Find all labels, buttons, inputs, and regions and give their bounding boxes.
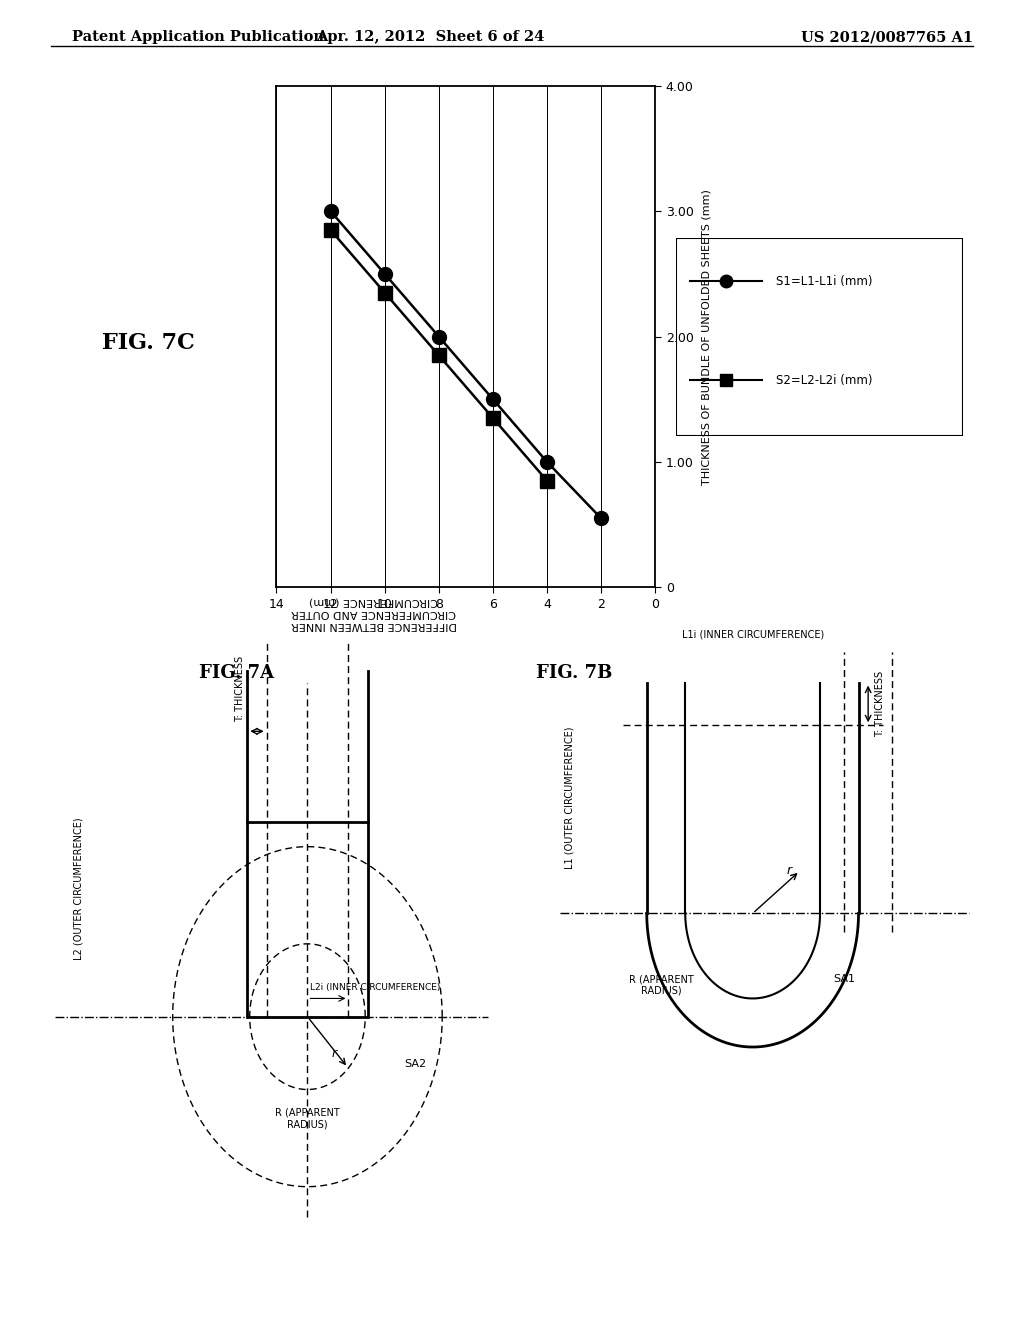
Text: DIFFERENCE BETWEEN INNER
CIRCUMFERENCE AND OUTER
CIRCUMFERENCE (mm): DIFFERENCE BETWEEN INNER CIRCUMFERENCE A… xyxy=(291,597,457,630)
Text: L2 (OUTER CIRCUMFERENCE): L2 (OUTER CIRCUMFERENCE) xyxy=(74,818,84,961)
Text: T: THICKNESS: T: THICKNESS xyxy=(234,656,245,722)
Text: FIG. 7A: FIG. 7A xyxy=(199,664,274,682)
Text: SA1: SA1 xyxy=(834,974,855,985)
Text: Patent Application Publication: Patent Application Publication xyxy=(72,30,324,45)
Text: R (APPARENT
RADIUS): R (APPARENT RADIUS) xyxy=(629,974,693,995)
Text: L2i (INNER CIRCUMFERENCE): L2i (INNER CIRCUMFERENCE) xyxy=(310,983,440,993)
Text: r: r xyxy=(786,865,792,878)
Text: FIG. 7C: FIG. 7C xyxy=(102,333,196,354)
Text: r: r xyxy=(332,1047,337,1060)
Text: L1 (OUTER CIRCUMFERENCE): L1 (OUTER CIRCUMFERENCE) xyxy=(565,727,574,870)
Text: SA2: SA2 xyxy=(404,1059,427,1069)
Y-axis label: THICKNESS OF BUNDLE OF UNFOLDED SHEETS (mm): THICKNESS OF BUNDLE OF UNFOLDED SHEETS (… xyxy=(702,189,712,484)
Text: US 2012/0087765 A1: US 2012/0087765 A1 xyxy=(801,30,973,45)
Text: R (APPARENT
RADIUS): R (APPARENT RADIUS) xyxy=(275,1107,340,1130)
Text: Apr. 12, 2012  Sheet 6 of 24: Apr. 12, 2012 Sheet 6 of 24 xyxy=(315,30,545,45)
Text: S1=L1-L1i (mm): S1=L1-L1i (mm) xyxy=(776,275,872,288)
Text: T: THICKNESS: T: THICKNESS xyxy=(876,671,886,737)
Text: L1i (INNER CIRCUMFERENCE): L1i (INNER CIRCUMFERENCE) xyxy=(682,630,823,639)
Text: FIG. 7B: FIG. 7B xyxy=(537,664,612,682)
Bar xyxy=(248,822,368,1016)
Text: S2=L2-L2i (mm): S2=L2-L2i (mm) xyxy=(776,374,872,387)
